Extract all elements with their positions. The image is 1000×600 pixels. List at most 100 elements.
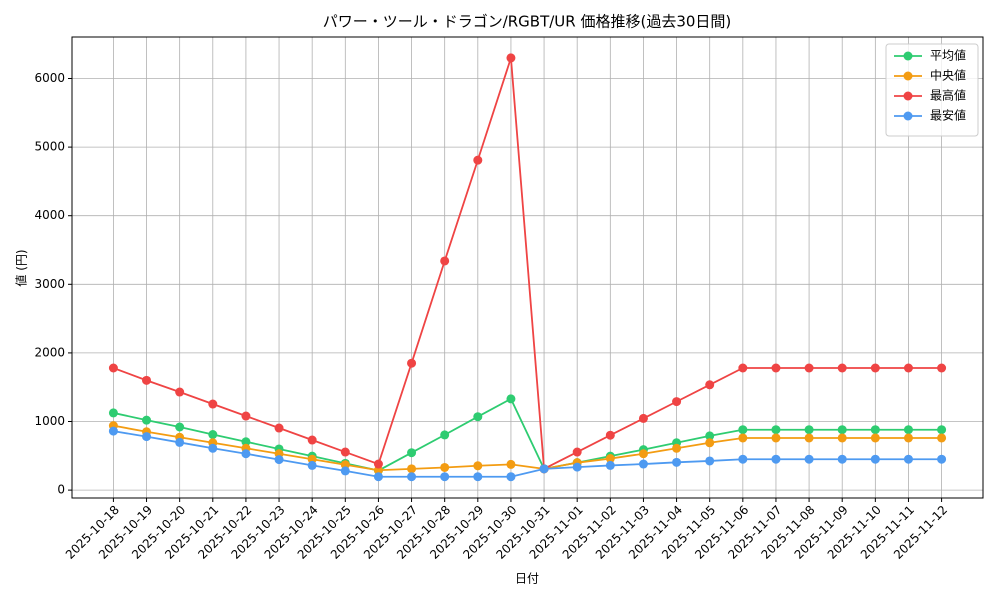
data-point [340, 447, 350, 457]
data-point [837, 363, 847, 373]
data-point [705, 456, 715, 466]
y-axis-label: 値 (円) [14, 249, 29, 286]
y-tick-label: 0 [57, 483, 65, 497]
data-point [440, 256, 450, 266]
data-point [771, 433, 781, 443]
data-point [208, 430, 218, 440]
data-point [407, 464, 417, 474]
data-point [274, 423, 284, 433]
data-point [142, 432, 152, 442]
data-point [705, 438, 715, 448]
data-point [738, 433, 748, 443]
legend-marker [903, 51, 913, 61]
data-point [605, 460, 615, 470]
data-point [340, 466, 350, 476]
data-point [373, 465, 383, 475]
data-point [837, 433, 847, 443]
data-point [837, 425, 847, 435]
data-point [108, 408, 118, 418]
data-point [142, 415, 152, 425]
data-point [638, 459, 648, 469]
data-point [903, 363, 913, 373]
data-point [407, 472, 417, 482]
data-point [506, 394, 516, 404]
data-point [672, 443, 682, 453]
data-point [307, 435, 317, 445]
data-point [473, 412, 483, 422]
data-point [738, 363, 748, 373]
chart-title: パワー・ツール・ドラゴン/RGBT/UR 価格推移(過去30日間) [323, 13, 732, 31]
data-point [870, 433, 880, 443]
data-point [903, 454, 913, 464]
data-point [937, 425, 947, 435]
legend-marker [903, 111, 913, 121]
data-point [870, 454, 880, 464]
data-point [771, 454, 781, 464]
data-point [208, 399, 218, 409]
data-point [903, 425, 913, 435]
data-point [108, 363, 118, 373]
data-point [175, 387, 185, 397]
legend-label: 最高値 [930, 88, 966, 103]
data-point [208, 443, 218, 453]
data-point [274, 455, 284, 465]
data-point [440, 430, 450, 440]
data-point [672, 397, 682, 407]
y-tick-label: 5000 [34, 140, 65, 154]
series-line [113, 397, 942, 472]
data-point [771, 363, 781, 373]
series-line [113, 430, 942, 478]
data-point [506, 459, 516, 469]
data-point [340, 460, 350, 470]
data-point [108, 426, 118, 436]
data-point [605, 454, 615, 464]
plot-frame [71, 36, 984, 499]
data-point [705, 380, 715, 390]
data-point [506, 53, 516, 63]
data-point [307, 454, 317, 464]
data-point [804, 433, 814, 443]
data-point [804, 454, 814, 464]
data-point [937, 433, 947, 443]
data-point [672, 457, 682, 467]
data-point [837, 454, 847, 464]
x-axis-label: 日付 [515, 572, 539, 586]
y-tick-label: 1000 [34, 414, 65, 428]
data-point [638, 413, 648, 423]
data-point [572, 447, 582, 457]
data-point [937, 363, 947, 373]
data-point [937, 454, 947, 464]
data-point [241, 437, 251, 447]
data-point [738, 454, 748, 464]
data-point [440, 462, 450, 472]
legend-label: 中央値 [930, 68, 966, 83]
data-point [638, 449, 648, 459]
y-tick-label: 2000 [34, 345, 65, 359]
data-point [870, 363, 880, 373]
data-point [407, 448, 417, 458]
data-point [738, 425, 748, 435]
y-tick-label: 4000 [34, 208, 65, 222]
data-point [175, 422, 185, 432]
data-point [407, 358, 417, 368]
data-point [705, 431, 715, 441]
data-point [903, 433, 913, 443]
y-tick-label: 3000 [34, 277, 65, 291]
y-tick-label: 6000 [34, 71, 65, 85]
legend-marker [903, 71, 913, 81]
data-point [307, 460, 317, 470]
data-point [473, 155, 483, 165]
data-point [241, 449, 251, 459]
data-point [473, 472, 483, 482]
data-point [241, 411, 251, 421]
data-point [175, 437, 185, 447]
data-point [473, 461, 483, 471]
data-point [440, 472, 450, 482]
data-point [771, 425, 781, 435]
legend-marker [903, 91, 913, 101]
data-point [373, 472, 383, 482]
data-point [572, 462, 582, 472]
